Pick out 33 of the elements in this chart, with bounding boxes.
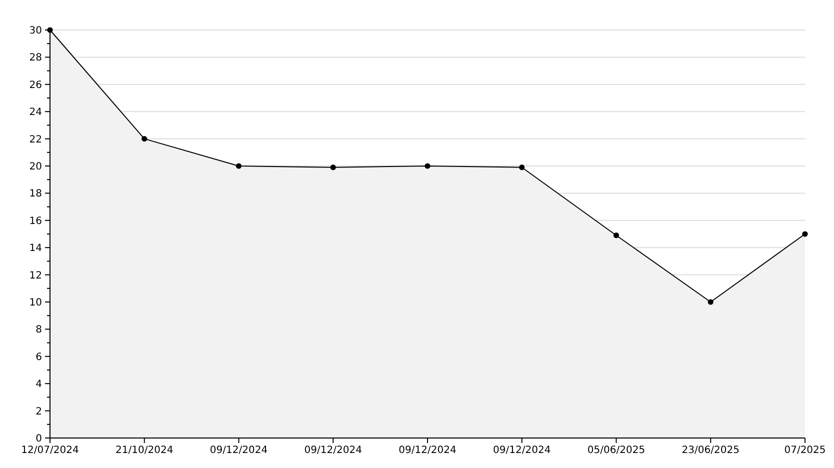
y-tick-label: 2 xyxy=(36,406,42,418)
y-tick-label: 24 xyxy=(29,107,42,118)
y-tick-label: 4 xyxy=(36,379,42,390)
x-tick-label: 05/06/2025 xyxy=(587,445,646,456)
y-tick-label: 6 xyxy=(36,352,42,363)
x-tick-label: 09/12/2024 xyxy=(304,445,362,456)
y-tick-label: 28 xyxy=(29,52,42,64)
y-tick-label: 8 xyxy=(36,324,42,336)
y-tick-label: 30 xyxy=(29,26,42,36)
x-tick-label: 09/12/2024 xyxy=(210,445,268,456)
y-tick-label: 26 xyxy=(29,80,42,91)
y-tick-label: 12 xyxy=(29,270,42,282)
point xyxy=(802,231,808,237)
x-tick-label: 07/2025 xyxy=(784,445,826,456)
point xyxy=(330,164,336,170)
y-tick-label: 22 xyxy=(29,134,42,146)
x-tick-label: 09/12/2024 xyxy=(398,445,456,456)
point xyxy=(236,163,242,169)
point xyxy=(142,136,148,142)
y-tick-label: 14 xyxy=(29,243,42,254)
y-tick-label: 0 xyxy=(36,434,42,444)
y-tick-label: 10 xyxy=(29,298,42,308)
x-tick-label: 23/06/2025 xyxy=(682,445,740,456)
x-tick-label: 21/10/2024 xyxy=(116,445,174,456)
point xyxy=(424,163,430,169)
x-tick-label: 12/07/2024 xyxy=(21,445,79,456)
y-tick-label: 18 xyxy=(29,188,42,200)
y-tick-label: 16 xyxy=(29,216,42,227)
y-tick-label: 20 xyxy=(29,162,42,172)
x-tick-label: 09/12/2024 xyxy=(493,445,551,456)
point xyxy=(708,299,714,305)
point xyxy=(519,164,525,170)
point xyxy=(613,232,620,238)
